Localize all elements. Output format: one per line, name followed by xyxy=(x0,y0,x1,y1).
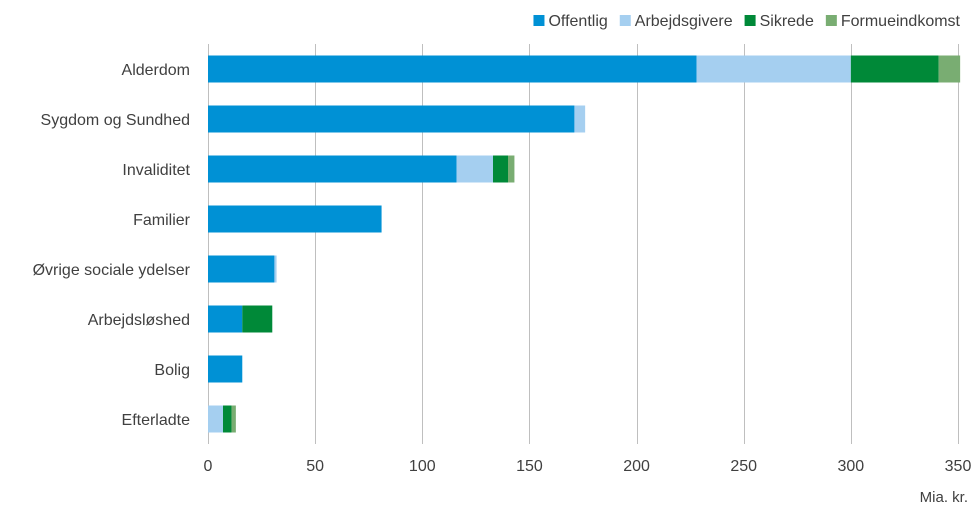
x-tick-label: 350 xyxy=(945,458,972,475)
category-labels: Alderdom Sygdom og Sundhed Invaliditet Fami… xyxy=(33,62,191,429)
bar-segment xyxy=(208,355,243,383)
category-label: Arbejdsløshed xyxy=(88,312,190,329)
category-label: Sygdom og Sundhed xyxy=(41,112,190,129)
bar-segment xyxy=(208,405,223,433)
category-label: Øvrige sociale ydelser xyxy=(33,262,191,279)
category-label: Bolig xyxy=(154,362,190,379)
unit-label: Mia. kr. xyxy=(920,489,968,506)
bar-segment xyxy=(938,55,961,83)
bar-segment xyxy=(456,155,493,183)
x-tick-label: 250 xyxy=(730,458,757,475)
bar-segment xyxy=(208,205,382,233)
category-label: Efterladte xyxy=(122,412,191,429)
bar-segment xyxy=(223,405,232,433)
bar-segment xyxy=(696,55,851,83)
bar-segment xyxy=(574,105,586,133)
bars xyxy=(208,55,961,433)
bar-segment xyxy=(850,55,939,83)
legend-label: Sikrede xyxy=(760,13,814,30)
bar-segment xyxy=(208,255,275,283)
bar-segment xyxy=(208,305,243,333)
bar-segment xyxy=(493,155,508,183)
x-tick-label: 100 xyxy=(409,458,436,475)
x-tick-label: 50 xyxy=(306,458,324,475)
legend-item: Arbejdsgivere xyxy=(619,13,733,30)
x-tick-label: 300 xyxy=(838,458,865,475)
bar-segment xyxy=(208,155,457,183)
legend-label: Formueindkomst xyxy=(841,13,961,30)
bar-segment xyxy=(274,255,277,283)
legend-label: Arbejdsgivere xyxy=(635,13,733,30)
bar-segment xyxy=(242,305,273,333)
legend-item: Formueindkomst xyxy=(825,13,961,30)
legend-item: Offentlig xyxy=(533,13,608,30)
legend-label: Offentlig xyxy=(548,13,607,30)
category-label: Invaliditet xyxy=(122,162,190,179)
legend-swatch xyxy=(533,15,545,26)
x-tick-label: 150 xyxy=(516,458,543,475)
bar-segment xyxy=(208,55,697,83)
bar-segment xyxy=(231,405,236,433)
legend-swatch xyxy=(825,15,837,26)
category-label: Familier xyxy=(133,212,191,229)
bar-segment xyxy=(208,105,575,133)
x-tick-label: 0 xyxy=(204,458,213,475)
x-tick-label: 200 xyxy=(623,458,650,475)
legend-item: Sikrede xyxy=(744,13,814,30)
legend-swatch xyxy=(744,15,756,26)
legend: Offentlig Arbejdsgivere Sikrede Formueindko… xyxy=(533,13,961,30)
legend-swatch xyxy=(619,15,631,26)
gridlines xyxy=(208,44,959,444)
x-tick-labels: 0 50 100 150 200 250 300 350 xyxy=(204,458,972,475)
bar-segment xyxy=(508,155,515,183)
category-label: Alderdom xyxy=(122,62,190,79)
